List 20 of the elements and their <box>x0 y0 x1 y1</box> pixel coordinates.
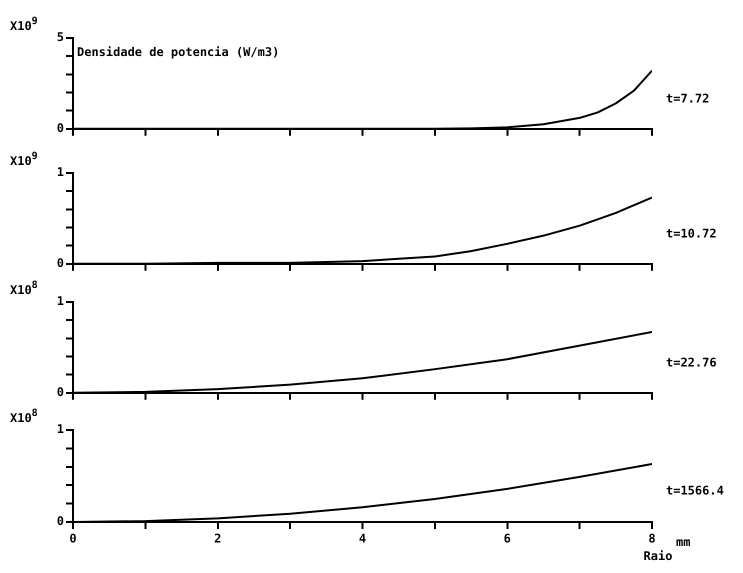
x-axis-title: Raio <box>644 549 672 563</box>
y-tick-label: 5 <box>56 30 64 44</box>
y-tick-label: 0 <box>56 120 64 135</box>
y-tick-label: 0 <box>56 514 64 528</box>
text: t=10.72 <box>666 226 717 240</box>
y-tick-label: 0 <box>56 256 64 270</box>
x-tick-label: 6 <box>504 531 511 546</box>
x-tick-label: 2 <box>214 531 222 546</box>
x-tick-label: 8 <box>648 531 656 546</box>
y-tick-label: 1 <box>56 165 64 180</box>
y-tick-label: 0 <box>56 384 64 399</box>
series-label: t=1566.4 <box>666 483 724 498</box>
x-tick-label: 4 <box>358 531 366 546</box>
text: mm <box>676 535 690 549</box>
text: t=7.72 <box>666 91 710 106</box>
text: Densidade de potencia (W/m3) <box>77 45 280 59</box>
y-tick-label: 1 <box>56 422 64 436</box>
x-tick-label: 0 <box>69 531 77 546</box>
y-tick-label: 1 <box>56 294 64 308</box>
text: t=22.76 <box>666 355 717 370</box>
